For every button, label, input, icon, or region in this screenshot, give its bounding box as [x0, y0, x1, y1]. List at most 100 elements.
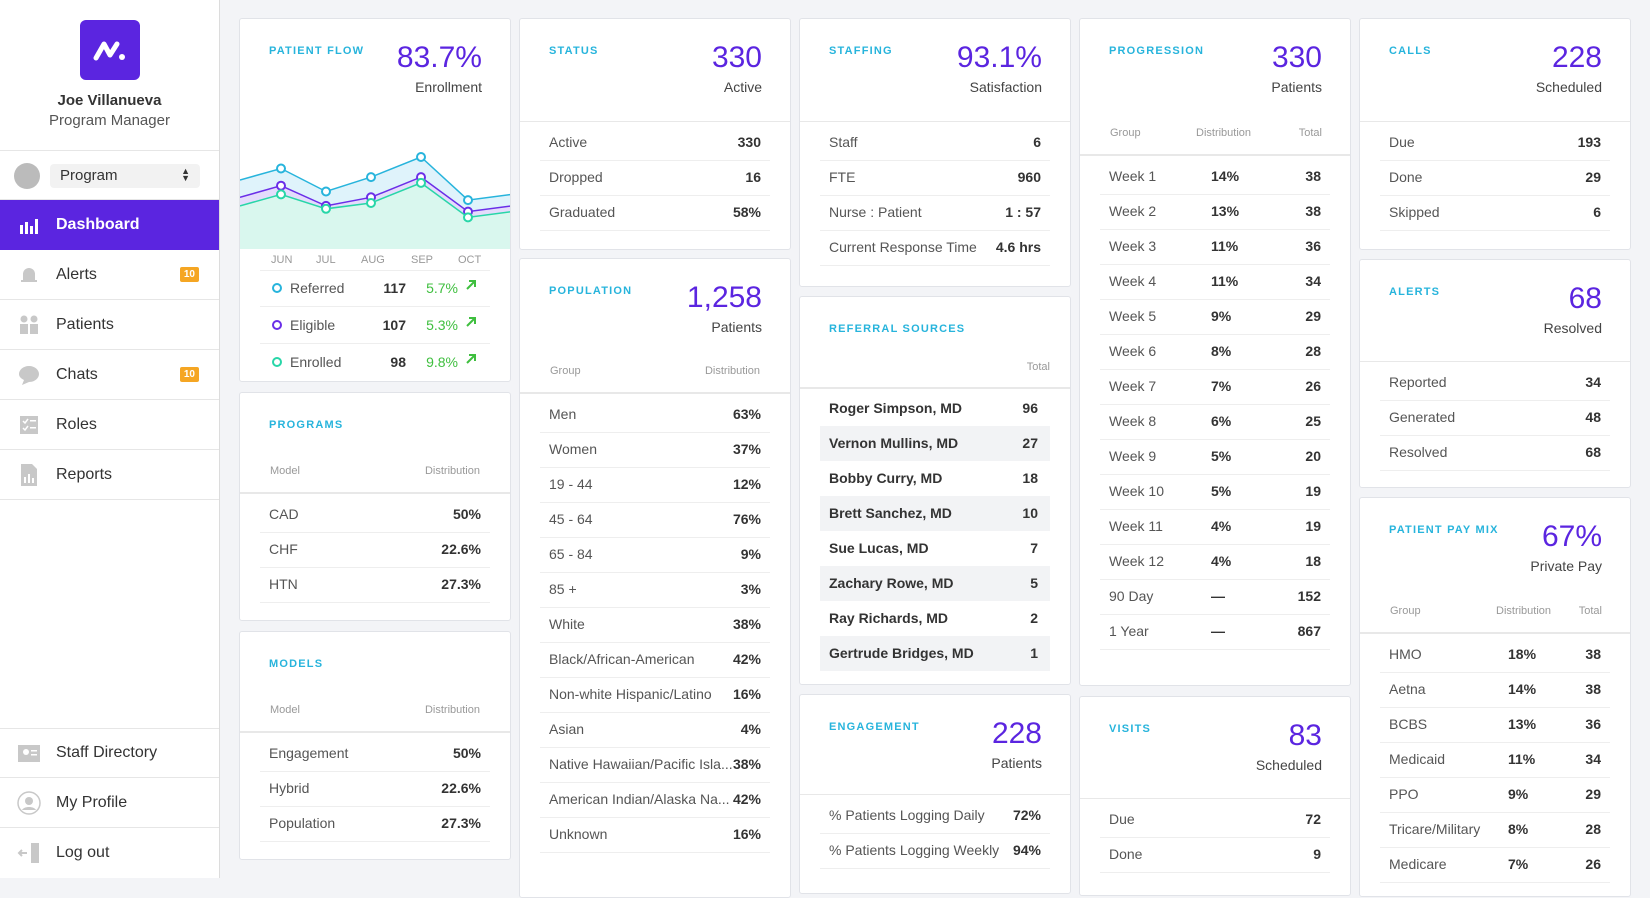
row-total: 36	[1585, 716, 1601, 732]
row-value: 193	[1577, 134, 1601, 150]
table-row: Week 10 5% 19	[1100, 473, 1330, 510]
row-label: Dropped	[549, 169, 603, 185]
trend-up-icon	[466, 280, 476, 290]
referral-total: 5	[1030, 575, 1038, 591]
column-header: Distribution	[424, 465, 480, 477]
bar-chart-icon	[16, 213, 42, 237]
row-distribution: 11%	[1211, 273, 1239, 289]
point-referred[interactable]	[321, 186, 331, 197]
report-icon	[16, 463, 42, 487]
row-value: 34	[1585, 374, 1601, 390]
row-label: Hybrid	[269, 780, 310, 796]
nav-label: Staff Directory	[56, 744, 158, 761]
table-row: Native Hawaiian/Pacific Isla... 38%	[540, 746, 770, 783]
column-header: Distribution	[1196, 127, 1252, 139]
point-referred[interactable]	[463, 195, 473, 206]
card-metric: 83	[1288, 719, 1322, 752]
point-enrolled[interactable]	[366, 198, 376, 208]
table-row: Week 9 5% 20	[1100, 438, 1330, 475]
point-enrolled[interactable]	[416, 177, 426, 188]
table-row: Black/African-American 42%	[540, 641, 770, 678]
row-value: 12%	[732, 476, 761, 492]
table-row: CAD 50%	[260, 496, 490, 533]
legend-row-enrolled: Enrolled 98 9.8%	[260, 344, 490, 381]
row-label: Week 9	[1109, 448, 1157, 464]
row-distribution: —	[1211, 623, 1225, 639]
row-total: 19	[1305, 483, 1321, 499]
referral-row: Bobby Curry, MD 18	[820, 461, 1050, 496]
month-label: SEP	[411, 254, 434, 266]
row-label: Active	[549, 134, 588, 150]
table-row: Generated 48	[1380, 399, 1610, 436]
card-metric: 93.1%	[956, 41, 1042, 74]
nav-patients[interactable]: Patients	[0, 300, 219, 350]
table-row: Week 6 8% 28	[1100, 333, 1330, 370]
row-label: White	[549, 616, 585, 632]
referral-total: 27	[1022, 435, 1038, 451]
row-total: 38	[1305, 168, 1321, 184]
table-row: Week 5 9% 29	[1100, 298, 1330, 335]
row-value: 27.3%	[441, 576, 481, 592]
table-row: Population 27.3%	[260, 805, 490, 842]
point-referred[interactable]	[366, 172, 376, 183]
point-enrolled[interactable]	[276, 189, 286, 200]
row-label: Graduated	[549, 204, 616, 220]
table-row: Week 8 6% 25	[1100, 403, 1330, 440]
card-metric-label: Enrollment	[415, 79, 482, 95]
card-title: PATIENT PAY MIX	[1389, 524, 1499, 536]
point-eligible[interactable]	[276, 180, 286, 191]
row-label: Week 2	[1109, 203, 1157, 219]
row-value: 42%	[732, 651, 761, 667]
row-total: 26	[1585, 856, 1601, 872]
referral-row: Brett Sanchez, MD 10	[820, 496, 1050, 531]
card-metric: 68	[1568, 282, 1602, 315]
row-value: 29	[1585, 169, 1601, 185]
table-row: Done 9	[1100, 836, 1330, 873]
legend-dot-icon	[272, 283, 282, 293]
row-label: Week 3	[1109, 238, 1157, 254]
point-referred[interactable]	[416, 152, 426, 162]
card-title: REFERRAL SOURCES	[829, 323, 966, 335]
row-value: 330	[737, 134, 761, 150]
nav-my-profile[interactable]: My Profile	[0, 778, 219, 828]
row-distribution: 14%	[1508, 681, 1537, 697]
table-row: Graduated 58%	[540, 194, 770, 231]
row-label: American Indian/Alaska Na...	[549, 791, 730, 807]
app-logo[interactable]	[80, 20, 140, 80]
card-title: ENGAGEMENT	[829, 721, 920, 733]
table-row: Women 37%	[540, 431, 770, 468]
row-total: 152	[1297, 588, 1321, 604]
row-value: 16	[745, 169, 761, 185]
row-label: Done	[1109, 846, 1143, 862]
nav-logout[interactable]: Log out	[0, 828, 219, 878]
nav-staff-directory[interactable]: Staff Directory	[0, 728, 219, 778]
row-distribution: 9%	[1211, 308, 1232, 324]
row-label: Tricare/Military	[1389, 821, 1481, 837]
card-metric: 228	[991, 717, 1042, 750]
nav-alerts[interactable]: Alerts 10	[0, 250, 219, 300]
row-distribution: 8%	[1211, 343, 1232, 359]
nav-dashboard[interactable]: Dashboard	[0, 200, 219, 250]
header-divider	[1360, 121, 1630, 122]
month-label: OCT	[458, 254, 482, 266]
patient-pay-mix-card: PATIENT PAY MIX 67% Private Pay Group Di…	[1359, 497, 1631, 897]
row-label: % Patients Logging Weekly	[829, 842, 1000, 858]
row-total: 20	[1305, 448, 1321, 464]
row-label: BCBS	[1389, 716, 1428, 732]
table-row: Engagement 50%	[260, 735, 490, 772]
table-row: 65 - 84 9%	[540, 536, 770, 573]
nav-chats[interactable]: Chats 10	[0, 350, 219, 400]
point-enrolled[interactable]	[463, 212, 473, 223]
table-row: 90 Day — 152	[1100, 578, 1330, 615]
point-referred[interactable]	[276, 163, 286, 174]
header-divider	[800, 121, 1070, 122]
select-arrows-icon: ▲ ▼	[181, 166, 190, 183]
nav-roles[interactable]: Roles	[0, 400, 219, 450]
header-divider	[520, 392, 790, 394]
logout-icon	[16, 841, 42, 865]
nav-reports[interactable]: Reports	[0, 450, 219, 500]
program-select[interactable]: Program ▲ ▼	[50, 164, 200, 188]
column-header: Group	[1390, 605, 1421, 617]
point-enrolled[interactable]	[321, 203, 331, 214]
row-label: CAD	[269, 506, 299, 522]
